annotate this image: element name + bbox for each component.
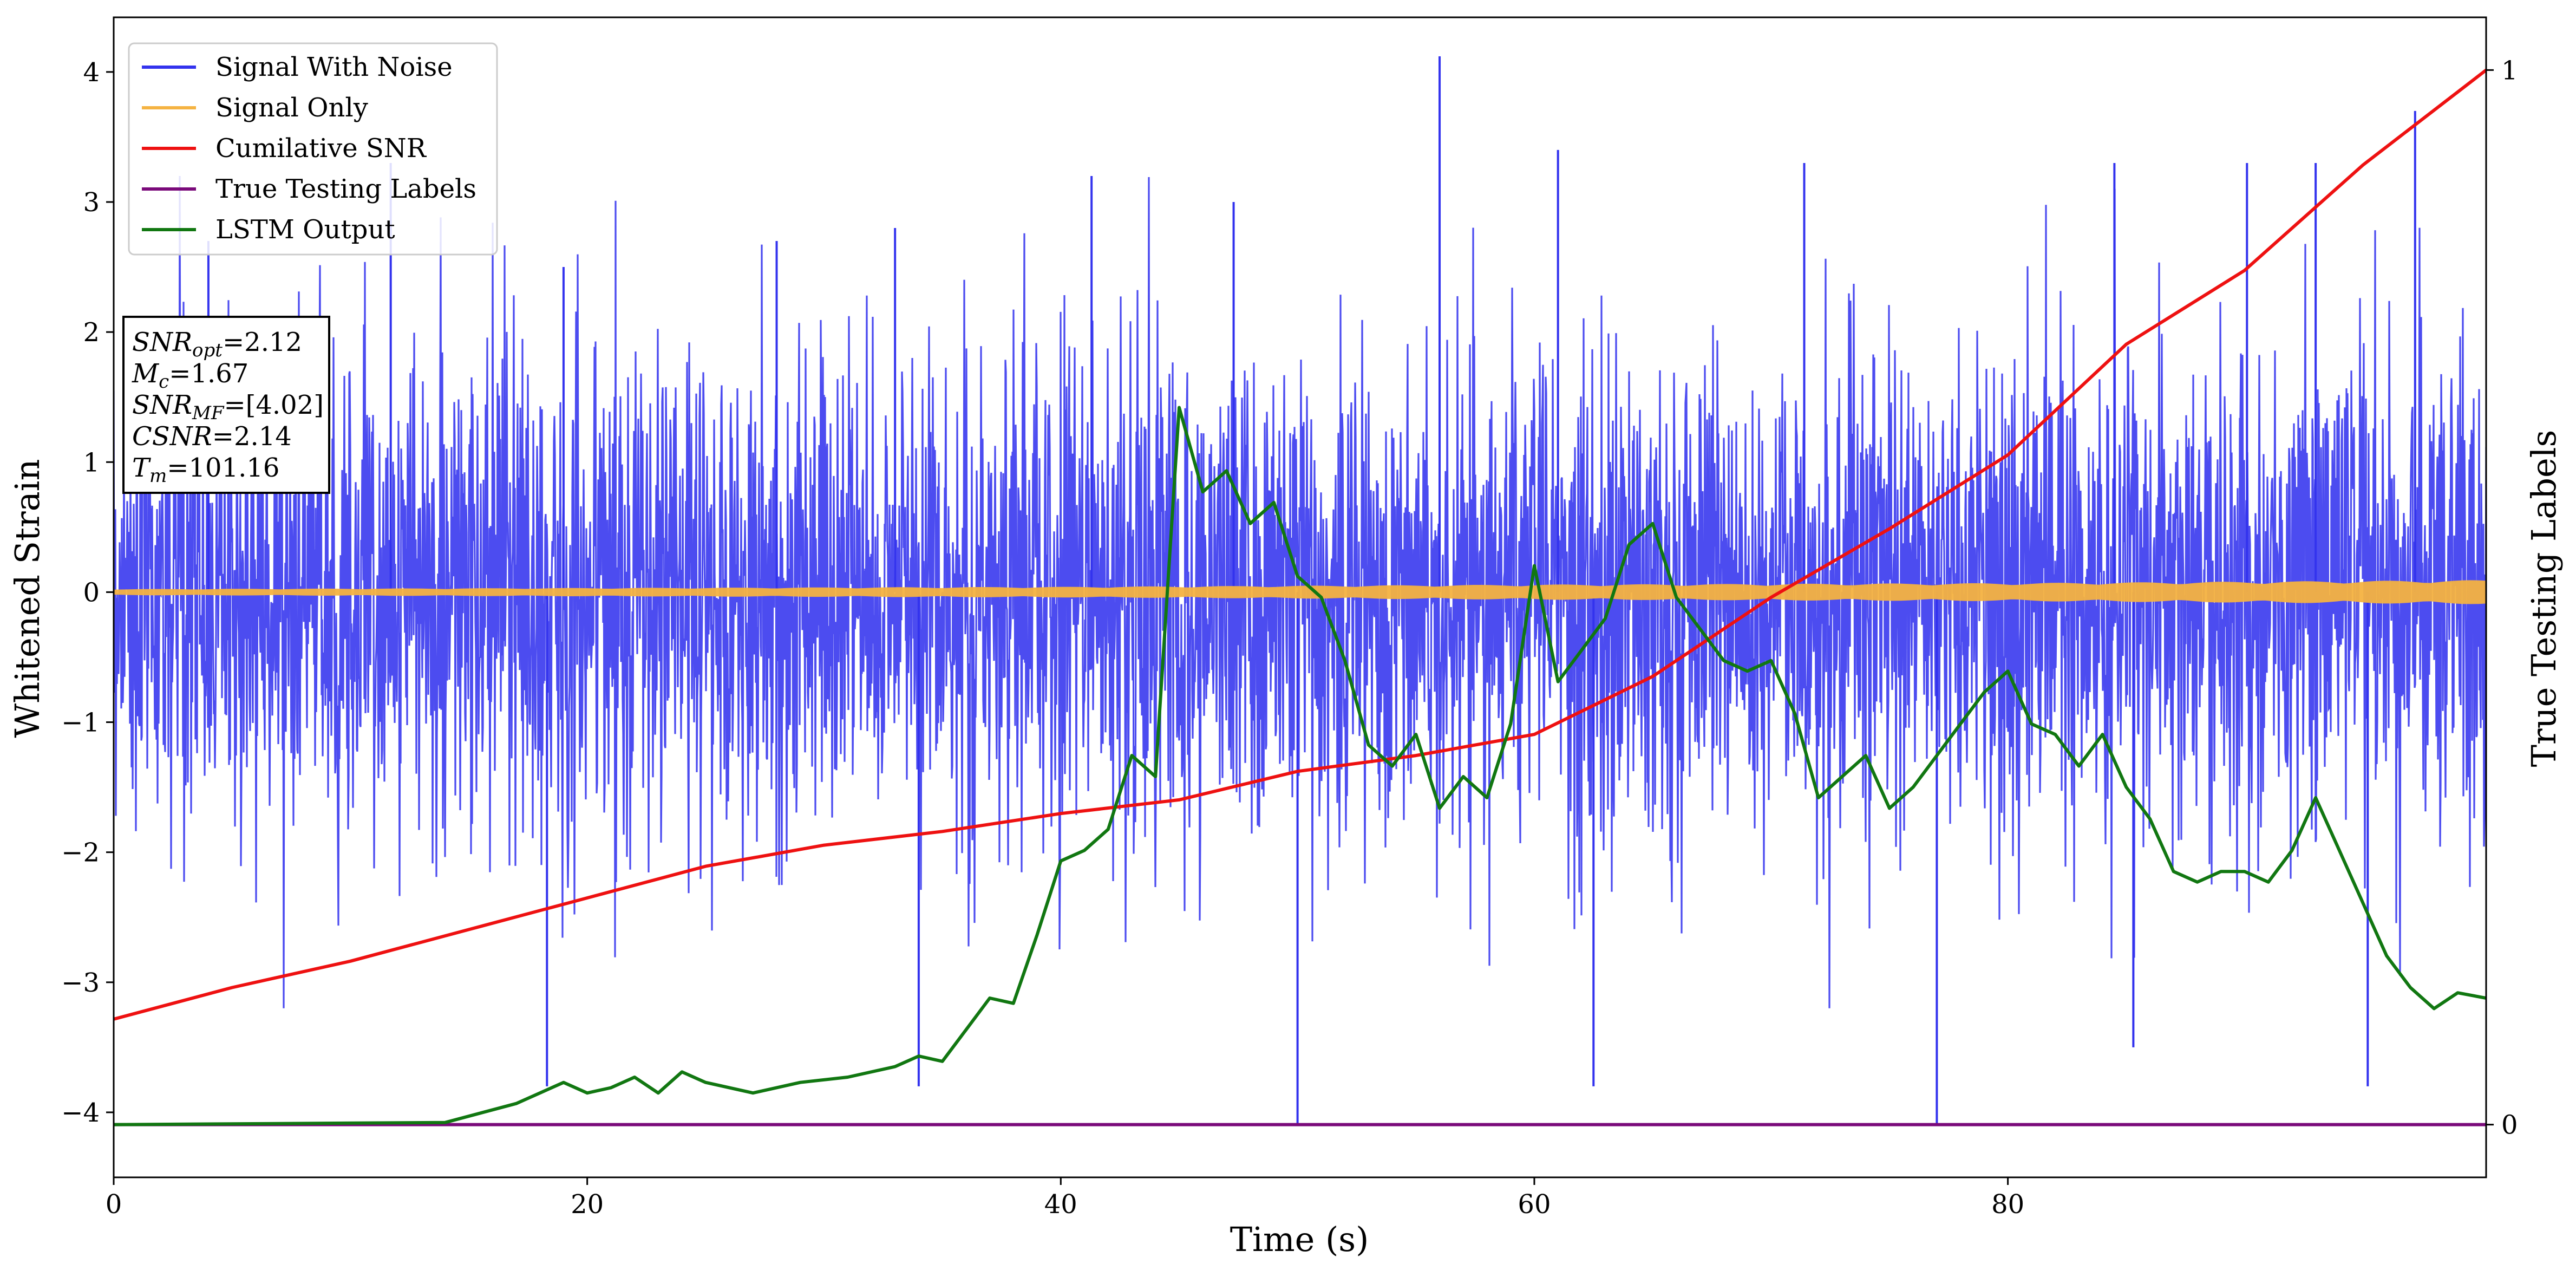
series-cumilative-snr xyxy=(114,69,2486,1021)
plot-frame xyxy=(113,16,2487,1178)
legend-label-signal-only: Signal Only xyxy=(215,93,368,123)
noise-trace xyxy=(114,175,2486,1008)
legend-label-lstm-output: LSTM Output xyxy=(215,214,395,245)
axis-layer: 4 3 2 1 0 −1 −2 −3 −4 1 0 0 20 40 60 80 xyxy=(61,55,2518,1220)
legend-box xyxy=(128,42,498,256)
plot-layer xyxy=(114,56,2486,1126)
x-tick-label-1: 20 xyxy=(571,1189,604,1220)
legend-label-true-testing-labels: True Testing Labels xyxy=(215,174,476,204)
legend-label-cumilative-snr: Cumilative SNR xyxy=(215,133,427,164)
annotation-line-1: Mc=1.67 xyxy=(132,359,249,393)
annotation-box: SNRopt=2.12Mc=1.67SNRMF=[4.02]CSNR=2.14T… xyxy=(122,316,330,494)
y-axis-label: Whitened Strain xyxy=(8,459,47,738)
y-tick-label-8: −4 xyxy=(61,1098,100,1128)
legend: Signal With Noise Signal Only Cumilative S… xyxy=(128,42,498,256)
annotation-line-2: SNRMF=[4.02] xyxy=(132,390,324,424)
x-tick-label-4: 80 xyxy=(1991,1189,2024,1220)
y-tick-label-4: 0 xyxy=(83,577,100,608)
annotation-lines: SNRopt=2.12Mc=1.67SNRMF=[4.02]CSNR=2.14T… xyxy=(132,327,324,487)
annotation-line-0: SNRopt=2.12 xyxy=(132,327,302,361)
x-tick-label-2: 40 xyxy=(1044,1189,1077,1220)
y-tick-label-0: 4 xyxy=(83,57,100,88)
series-signal-with-noise xyxy=(114,56,2486,1125)
y-tick-label-1: 3 xyxy=(83,187,100,218)
annotation-line-3: CSNR=2.14 xyxy=(132,421,292,452)
annotation-frame xyxy=(122,316,330,494)
y-right-tick-label-1: 0 xyxy=(2501,1110,2518,1141)
y-tick-label-6: −2 xyxy=(61,838,100,868)
y-right-tick-label-0: 1 xyxy=(2501,55,2518,86)
series-lstm-output xyxy=(114,406,2486,1126)
y-tick-label-2: 2 xyxy=(83,317,100,348)
y-tick-label-3: 1 xyxy=(83,447,100,478)
legend-label-signal-with-noise: Signal With Noise xyxy=(215,52,453,82)
y-axis-right-label: True Testing Labels xyxy=(2524,430,2564,767)
annotation-line-4: Tm=101.16 xyxy=(132,453,279,487)
y-tick-label-5: −1 xyxy=(61,708,100,738)
series-signal-only xyxy=(114,580,2486,604)
signal-only-band xyxy=(114,580,2486,604)
x-tick-label-0: 0 xyxy=(106,1189,122,1220)
x-axis-label: Time (s) xyxy=(1230,1220,1369,1259)
x-tick-label-3: 60 xyxy=(1518,1189,1551,1220)
y-tick-label-7: −3 xyxy=(61,968,100,998)
legend-items: Signal With Noise Signal Only Cumilative S… xyxy=(142,52,476,245)
